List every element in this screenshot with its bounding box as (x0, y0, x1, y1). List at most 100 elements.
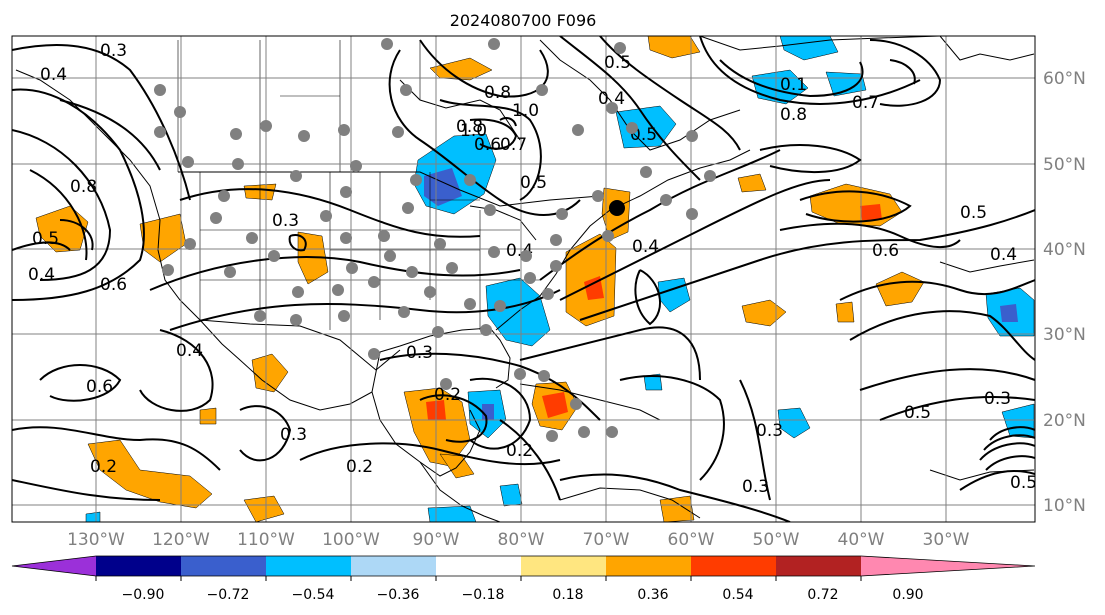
contour-line (719, 59, 864, 98)
colorbar-segment (436, 556, 521, 576)
contour-label: 0.5 (520, 173, 547, 193)
station-marker (484, 204, 496, 216)
station-marker (154, 126, 166, 138)
contour-line (839, 279, 1035, 301)
contour-label: 0.3 (272, 211, 299, 231)
contour-line (149, 256, 521, 291)
station-marker (292, 286, 304, 298)
contour-line (39, 364, 122, 402)
lat-label: 60°N (1043, 69, 1086, 89)
negative-region (1000, 304, 1018, 322)
positive-region (403, 387, 471, 467)
contour-label: 0.6 (872, 241, 899, 261)
station-marker (290, 170, 302, 182)
station-marker (686, 208, 698, 220)
positive-region (835, 301, 855, 323)
station-marker (368, 348, 380, 360)
station-marker (626, 122, 638, 134)
station-marker (550, 260, 562, 272)
contour-label: 0.6 (86, 377, 113, 397)
contour-label: 0.7 (852, 93, 879, 113)
positive-region (741, 299, 787, 327)
contour-label: 0.3 (406, 343, 433, 363)
contour-line (985, 455, 1035, 471)
station-marker (340, 232, 352, 244)
station-marker (410, 174, 422, 186)
contour-line (419, 39, 549, 98)
contour-label: 0.8 (456, 117, 483, 137)
contour-label: 0.5 (1010, 473, 1037, 493)
station-marker (340, 186, 352, 198)
colorbar-tick-label: −0.18 (462, 587, 505, 603)
station-marker (332, 284, 344, 296)
contour-line (12, 129, 112, 281)
contour-line (739, 379, 771, 501)
station-marker (290, 314, 302, 326)
lon-label: 120°W (152, 530, 210, 550)
contour-line (599, 36, 741, 151)
contour-line (619, 375, 725, 481)
station-marker (338, 124, 350, 136)
lon-label: 30°W (923, 530, 970, 550)
coastline-greenland (699, 36, 941, 51)
contour-label: 0.2 (346, 457, 373, 477)
negative-region (643, 373, 663, 391)
station-marker (640, 166, 652, 178)
station-marker (260, 120, 272, 132)
station-marker (570, 398, 582, 410)
station-marker (538, 370, 550, 382)
contour-label: 0.3 (756, 421, 783, 441)
colorbar-segment (521, 556, 606, 576)
lat-label: 10°N (1043, 496, 1086, 516)
gridlines (12, 36, 1035, 522)
highlight-station-marker (609, 200, 625, 216)
colorbar-tick-label: −0.54 (292, 587, 335, 603)
contour-line (699, 36, 921, 105)
station-marker (556, 208, 568, 220)
contour-line (859, 368, 1035, 391)
colorbar-ticks (95, 576, 862, 581)
contour-label: 0.2 (90, 457, 117, 477)
positive-region (737, 173, 767, 193)
lon-label: 40°W (838, 530, 885, 550)
contour-line (559, 179, 831, 301)
contour-line (179, 188, 481, 238)
station-marker (572, 124, 584, 136)
negative-region (779, 36, 839, 61)
lon-label: 70°W (583, 530, 630, 550)
colorbar-tick-label: 0.36 (637, 587, 668, 603)
contour-label: 0.5 (32, 229, 59, 249)
map-frame (11, 35, 1036, 523)
station-marker (602, 230, 614, 242)
negative-region (777, 407, 811, 439)
colorbar-tick-label: −0.36 (377, 587, 420, 603)
station-marker (254, 310, 266, 322)
contour-line (12, 479, 161, 501)
lat-label: 20°N (1043, 411, 1086, 431)
station-marker (338, 310, 350, 322)
coastline-south-america (559, 487, 701, 519)
contour-line (869, 39, 942, 107)
border-us-mexico (199, 319, 401, 371)
station-markers (154, 38, 716, 442)
station-marker (464, 298, 476, 310)
contour-line (879, 395, 1035, 421)
colorbar-segment (96, 556, 181, 576)
station-marker (424, 286, 436, 298)
contour-label: 0.4 (990, 245, 1017, 265)
station-marker (480, 324, 492, 336)
contour-label: 0.5 (960, 203, 987, 223)
station-marker (184, 238, 196, 250)
contour-line (299, 442, 561, 466)
positive-region (243, 495, 285, 522)
station-marker (614, 42, 626, 54)
coastline-central-america (419, 461, 501, 522)
positive-region (860, 204, 882, 220)
contour-line (559, 473, 791, 522)
positive-region (584, 276, 604, 300)
positive-region (251, 353, 289, 393)
contour-line (12, 426, 221, 471)
station-marker (592, 190, 604, 202)
lon-label: 100°W (322, 530, 380, 550)
station-marker (524, 272, 536, 284)
